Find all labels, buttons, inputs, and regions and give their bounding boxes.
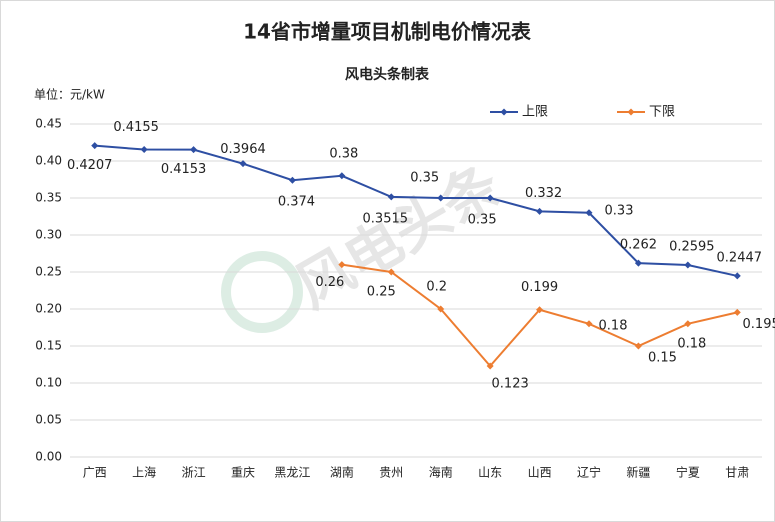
legend-label: 上限 (522, 105, 548, 120)
data-label: 0.4207 (67, 158, 113, 173)
x-tick-label: 贵州 (379, 466, 403, 480)
point-marker (733, 272, 741, 280)
y-tick-label: 0.05 (35, 413, 62, 427)
point-marker (437, 194, 445, 202)
point-marker (536, 207, 544, 215)
x-tick-label: 山西 (528, 466, 552, 480)
x-tick-label: 山东 (478, 466, 502, 480)
point-marker (684, 320, 692, 328)
data-label: 0.123 (492, 376, 529, 391)
data-label: 0.374 (278, 195, 315, 210)
x-tick-label: 重庆 (231, 466, 255, 480)
data-label: 0.4155 (113, 120, 159, 135)
data-label: 0.25 (367, 285, 396, 300)
x-tick-label: 湖南 (330, 465, 354, 480)
x-tick-label: 宁夏 (676, 465, 700, 480)
data-label: 0.15 (648, 351, 677, 366)
x-tick-label: 浙江 (182, 466, 206, 480)
watermark-logo (221, 251, 303, 333)
legend-marker (500, 108, 508, 116)
y-tick-label: 0.45 (35, 117, 62, 131)
x-tick-label: 甘肃 (725, 466, 749, 480)
data-label: 0.3515 (363, 211, 409, 226)
point-marker (288, 176, 296, 184)
data-label: 0.1954 (743, 317, 775, 332)
x-tick-label: 广西 (83, 466, 107, 480)
point-marker (338, 172, 346, 180)
data-label: 0.262 (620, 238, 657, 253)
legend-marker (627, 108, 635, 116)
chart-title: 14省市增量项目机制电价情况表 (243, 20, 532, 44)
point-marker (486, 362, 494, 370)
point-marker (387, 193, 395, 201)
x-tick-label: 新疆 (626, 465, 650, 480)
x-tick-label: 黑龙江 (274, 466, 310, 480)
data-label: 0.2595 (669, 239, 715, 254)
point-marker (190, 146, 198, 154)
y-tick-label: 0.20 (35, 302, 62, 316)
point-marker (387, 268, 395, 276)
y-axis-label: 单位：元/kW (34, 87, 105, 102)
data-label: 0.2 (426, 280, 447, 295)
data-label: 0.4153 (161, 162, 207, 177)
data-label: 0.2447 (717, 250, 763, 265)
data-label: 0.18 (599, 318, 628, 333)
data-label: 0.26 (315, 275, 344, 290)
data-label: 0.199 (521, 280, 558, 295)
series-line (94, 144, 738, 277)
point-marker (91, 142, 99, 150)
y-tick-label: 0.25 (35, 265, 62, 279)
point-marker (140, 146, 148, 154)
point-marker (338, 261, 346, 269)
y-tick-label: 0.15 (35, 339, 62, 353)
point-marker (437, 305, 445, 313)
data-label: 0.35 (468, 213, 497, 228)
y-tick-label: 0.35 (35, 191, 62, 205)
chart-subtitle: 风电头条制表 (345, 66, 430, 83)
point-marker (536, 306, 544, 314)
legend-label: 下限 (649, 105, 675, 120)
data-label: 0.3964 (220, 142, 266, 157)
y-tick-label: 0.40 (35, 154, 62, 168)
data-label: 0.332 (525, 186, 562, 201)
data-label: 0.18 (677, 336, 706, 351)
data-label: 0.35 (410, 171, 439, 186)
data-label: 0.33 (605, 203, 634, 218)
x-tick-label: 辽宁 (577, 465, 601, 480)
point-marker (634, 259, 642, 267)
y-tick-label: 0.10 (35, 376, 62, 390)
y-tick-label: 0.00 (35, 450, 62, 464)
point-marker (585, 209, 593, 217)
x-tick-label: 上海 (132, 465, 156, 480)
point-marker (239, 160, 247, 168)
point-marker (585, 320, 593, 328)
point-marker (486, 194, 494, 202)
point-marker (634, 342, 642, 350)
x-tick-label: 海南 (429, 465, 453, 480)
y-tick-label: 0.30 (35, 228, 62, 242)
point-marker (733, 308, 741, 316)
point-marker (684, 261, 692, 269)
data-label: 0.38 (329, 146, 358, 161)
